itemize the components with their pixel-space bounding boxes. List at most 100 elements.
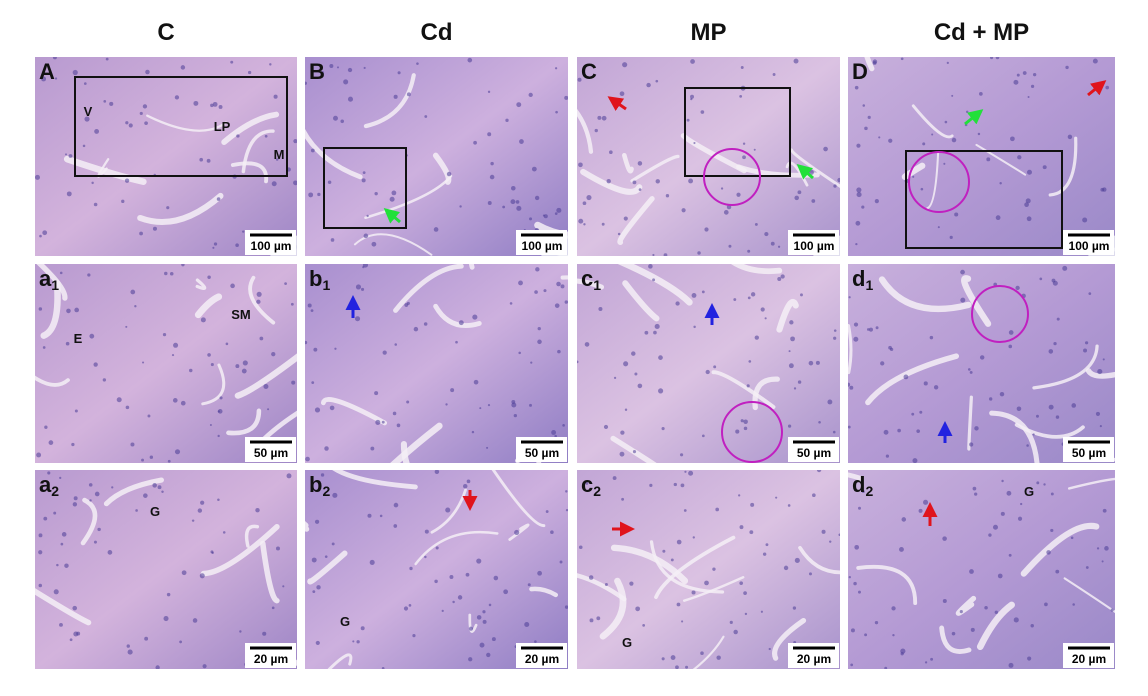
nucleus — [635, 606, 641, 612]
nucleus — [555, 110, 558, 114]
nucleus — [230, 283, 235, 289]
nucleus — [850, 628, 855, 633]
tissue-background — [577, 264, 840, 463]
nucleus — [918, 508, 923, 513]
nucleus — [772, 73, 776, 76]
nucleus — [534, 640, 537, 643]
nucleus — [797, 190, 802, 195]
lumen — [1032, 344, 1099, 390]
nucleus — [534, 195, 540, 201]
nucleus — [424, 529, 429, 534]
texts: C Cd MP Cd + MP A 100 µm V LP M B 100 µm C 100 µm D 10… — [39, 19, 1114, 668]
nucleus — [206, 158, 211, 163]
panel-label-sub: 1 — [865, 277, 873, 293]
nucleus — [728, 244, 732, 248]
nucleus — [1071, 403, 1077, 408]
nucleus — [65, 153, 68, 156]
lumen — [534, 221, 568, 239]
nucleus — [213, 242, 218, 246]
nucleus — [749, 530, 754, 535]
nucleus — [408, 604, 412, 607]
nucleus — [74, 307, 80, 313]
nucleus — [316, 585, 321, 590]
nucleus — [1036, 481, 1040, 485]
micrograph — [848, 470, 1115, 669]
nucleus — [754, 335, 759, 340]
nucleus — [352, 640, 355, 643]
nucleus — [557, 349, 561, 354]
panel-label: c1 — [581, 266, 601, 293]
nucleus — [930, 657, 934, 661]
nucleus — [933, 385, 939, 390]
nucleus — [697, 251, 701, 255]
nucleus — [1096, 547, 1100, 550]
nucleus — [369, 559, 375, 565]
nucleus — [236, 134, 240, 138]
nucleus — [162, 333, 167, 337]
micrograph — [577, 470, 840, 669]
tissue — [577, 470, 840, 669]
nucleus — [102, 378, 107, 382]
nucleus — [166, 206, 170, 210]
nucleus — [424, 555, 427, 559]
nucleus — [924, 661, 928, 664]
lumen — [1063, 577, 1115, 614]
nucleus — [109, 101, 114, 106]
nucleus — [620, 430, 625, 435]
lumen — [491, 470, 546, 528]
panel-label-letter: a — [39, 266, 52, 291]
panel-label-letter: A — [39, 59, 55, 84]
nucleus — [692, 536, 695, 539]
nucleus — [1016, 73, 1020, 77]
nucleus — [974, 426, 979, 431]
lumen — [80, 497, 98, 546]
nucleus — [222, 531, 226, 534]
nucleus — [217, 434, 220, 438]
nucleus — [1070, 536, 1074, 540]
nucleus — [463, 483, 468, 489]
column-header: Cd — [421, 19, 453, 46]
nucleus — [1084, 341, 1089, 345]
nucleus — [740, 419, 744, 423]
nucleus — [979, 92, 983, 96]
nucleus — [979, 355, 985, 360]
annotation: G — [622, 635, 632, 650]
lumen — [433, 303, 482, 328]
nucleus — [891, 606, 896, 611]
lumen — [731, 264, 783, 275]
nucleus — [537, 326, 541, 331]
column-header: C — [157, 19, 174, 46]
nucleus — [362, 171, 366, 175]
nucleus — [999, 391, 1005, 397]
nucleus — [142, 104, 148, 109]
nucleus — [764, 317, 767, 320]
nucleus — [48, 440, 54, 445]
lumen — [776, 298, 799, 333]
tissue-background — [305, 470, 568, 669]
nucleus — [693, 325, 696, 329]
nucleus — [739, 95, 743, 98]
nucleus — [127, 649, 133, 655]
nucleus — [1104, 546, 1109, 551]
nucleus — [665, 194, 670, 198]
nucleus — [642, 623, 646, 627]
nucleus — [91, 181, 94, 185]
nucleus — [655, 79, 659, 83]
lumen — [234, 353, 297, 399]
nucleus — [271, 606, 275, 610]
panel-label-sub: 1 — [593, 277, 601, 293]
micrograph — [848, 264, 1115, 463]
nucleus — [247, 70, 252, 75]
column-header: MP — [691, 19, 727, 46]
nucleus — [1020, 502, 1023, 506]
nucleus — [406, 400, 410, 404]
scale-label: 50 µm — [797, 446, 831, 460]
nucleus — [528, 92, 533, 98]
nucleus — [44, 425, 48, 429]
nucleus — [230, 60, 234, 64]
nucleus — [181, 264, 185, 267]
nucleus — [989, 397, 993, 401]
nucleus — [513, 413, 517, 418]
lumen — [226, 408, 262, 436]
nucleus — [747, 296, 751, 300]
